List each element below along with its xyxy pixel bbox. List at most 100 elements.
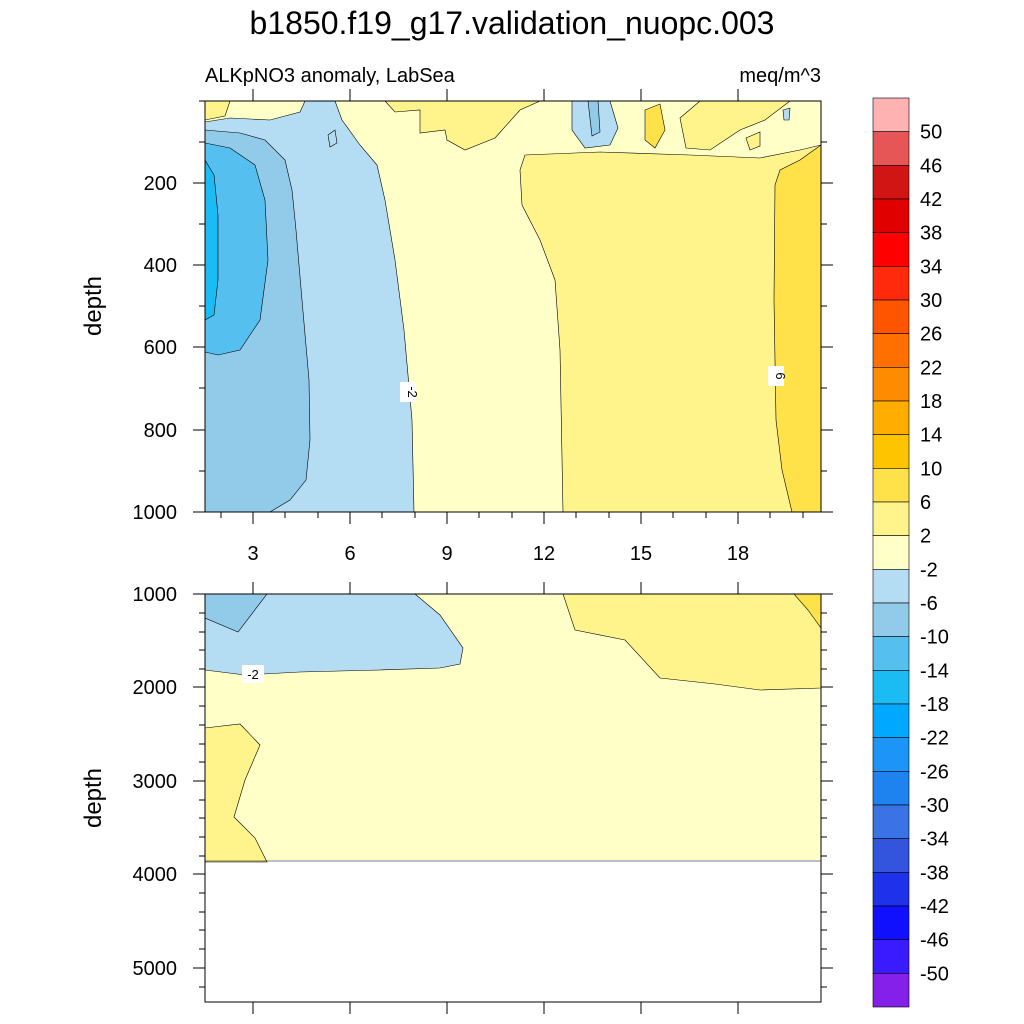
variable-label: ALKpNO3 anomaly, LabSea <box>205 65 456 87</box>
colorbar-label-16: -14 <box>920 660 949 682</box>
lower-ytick-2000: 2000 <box>133 677 178 699</box>
colorbar-box-15 <box>872 602 910 637</box>
colorbar-box-11 <box>872 468 910 503</box>
lower-ytick-4000: 4000 <box>133 864 178 886</box>
lower-contour-label-neg2: -2 <box>247 667 259 682</box>
colorbar-box-7 <box>872 333 910 368</box>
colorbar-box-16 <box>872 636 910 671</box>
contour-label-6: 6 <box>773 372 788 379</box>
colorbar-label-23: -42 <box>920 896 949 918</box>
colorbar-label-3: 38 <box>920 223 942 245</box>
fill-surface-yellow-3 <box>679 101 791 151</box>
colorbar-label-9: 14 <box>920 425 942 447</box>
upper-ytick-200: 200 <box>144 173 177 195</box>
colorbar-label-5: 30 <box>920 290 942 312</box>
colorbar-box-13 <box>872 535 910 570</box>
fill-lower-neg10-to-neg6 <box>205 594 268 633</box>
colorbar-box-4 <box>872 232 910 267</box>
colorbar-box-1 <box>872 131 910 166</box>
colorbar-box-12 <box>872 501 910 536</box>
colorbar-label-0: 50 <box>920 122 942 144</box>
colorbar-label-18: -22 <box>920 728 949 750</box>
fill-neg18-to-neg14 <box>205 159 219 321</box>
fill-2-to-6 <box>519 101 821 512</box>
colorbar-box-14 <box>872 569 910 604</box>
colorbar-box-17 <box>872 670 910 705</box>
upper-y-tick-labels: 200 400 600 800 1000 <box>133 173 178 524</box>
colorbar-box-5 <box>872 266 910 301</box>
colorbar-label-20: -30 <box>920 795 949 817</box>
colorbar-label-2: 42 <box>920 189 942 211</box>
fill-surface-dark-1 <box>644 103 666 149</box>
upper-ytick-1000: 1000 <box>133 502 178 524</box>
fill-lower-2-to-6-left <box>205 723 268 863</box>
colorbar-label-25: -50 <box>920 963 949 985</box>
fill-surface-blue-4 <box>327 129 338 148</box>
colorbar-box-22 <box>872 838 910 873</box>
colorbar-label-10: 10 <box>920 458 942 480</box>
colorbar-box-8 <box>872 367 910 402</box>
upper-panel: -2 6 depth 200 400 600 800 1000 <box>80 89 833 565</box>
fill-surface-yellow-1 <box>205 101 231 121</box>
lower-ytick-3000: 3000 <box>133 771 178 793</box>
colorbar-box-24 <box>872 905 910 940</box>
lower-x-ticks <box>252 582 739 1014</box>
colorbar-label-17: -18 <box>920 694 949 716</box>
colorbar-label-7: 22 <box>920 357 942 379</box>
fill-lower-6-to-10-right <box>793 594 821 629</box>
fill-surface-blue-2 <box>587 101 601 137</box>
fill-surface-yellow-2 <box>384 101 541 151</box>
fill-lower-2-to-6-right <box>562 594 821 691</box>
lower-plot-frame <box>204 593 822 1003</box>
main-title: b1850.f19_g17.validation_nuopc.003 <box>250 5 775 41</box>
colorbar-label-22: -38 <box>920 862 949 884</box>
lower-panel: -2 depth <box>80 582 833 1014</box>
colorbar-label-19: -26 <box>920 761 949 783</box>
upper-contour-labels: -2 6 <box>400 366 788 402</box>
xtick-18: 18 <box>727 543 749 565</box>
colorbar-box-20 <box>872 771 910 806</box>
upper-ytick-400: 400 <box>144 255 177 277</box>
lower-ytick-1000: 1000 <box>133 584 178 606</box>
colorbar-box-9 <box>872 400 910 435</box>
lower-y-ticks <box>193 593 833 988</box>
colorbar-box-0 <box>872 97 910 132</box>
colorbar: 50 46 42 38 34 30 26 22 18 14 10 6 2 -2 -6 -10 -14 -18 -22… <box>872 97 949 1008</box>
colorbar-labels: 50 46 42 38 34 30 26 22 18 14 10 6 2 -2 -6 -10 -14 -18 -22… <box>920 122 949 986</box>
colorbar-label-13: -2 <box>920 559 938 581</box>
colorbar-box-25 <box>872 939 910 974</box>
xtick-3: 3 <box>247 543 258 565</box>
units-label: meq/m^3 <box>739 65 821 87</box>
fill-lower-neg6-to-neg2 <box>205 594 464 676</box>
lower-y-axis-title: depth <box>80 768 107 828</box>
colorbar-label-12: 2 <box>920 526 931 548</box>
fill-surface-blue-3 <box>782 107 791 121</box>
xtick-15: 15 <box>630 543 652 565</box>
upper-x-ticks <box>220 89 804 524</box>
colorbar-box-18 <box>872 703 910 738</box>
colorbar-label-6: 26 <box>920 324 942 346</box>
xtick-12: 12 <box>533 543 555 565</box>
colorbar-label-4: 34 <box>920 256 942 278</box>
xtick-6: 6 <box>344 543 355 565</box>
colorbar-label-1: 46 <box>920 155 942 177</box>
colorbar-box-6 <box>872 299 910 334</box>
fill-surface-yellow-4 <box>745 131 761 151</box>
upper-contour-fills <box>205 101 821 512</box>
upper-ytick-600: 600 <box>144 337 177 359</box>
xtick-9: 9 <box>441 543 452 565</box>
colorbar-label-21: -34 <box>920 829 949 851</box>
upper-y-ticks <box>193 100 833 513</box>
lower-y-tick-labels: 1000 2000 3000 4000 5000 <box>133 584 178 980</box>
fill-neg14-to-neg10 <box>205 142 269 356</box>
colorbar-label-24: -46 <box>920 930 949 952</box>
colorbar-box-23 <box>872 872 910 907</box>
colorbar-box-21 <box>872 804 910 839</box>
lower-ytick-5000: 5000 <box>133 958 178 980</box>
colorbar-box-2 <box>872 165 910 200</box>
colorbar-box-26 <box>872 973 910 1008</box>
colorbar-boxes <box>872 97 910 1008</box>
upper-ytick-800: 800 <box>144 420 177 442</box>
colorbar-label-11: 6 <box>920 492 931 514</box>
